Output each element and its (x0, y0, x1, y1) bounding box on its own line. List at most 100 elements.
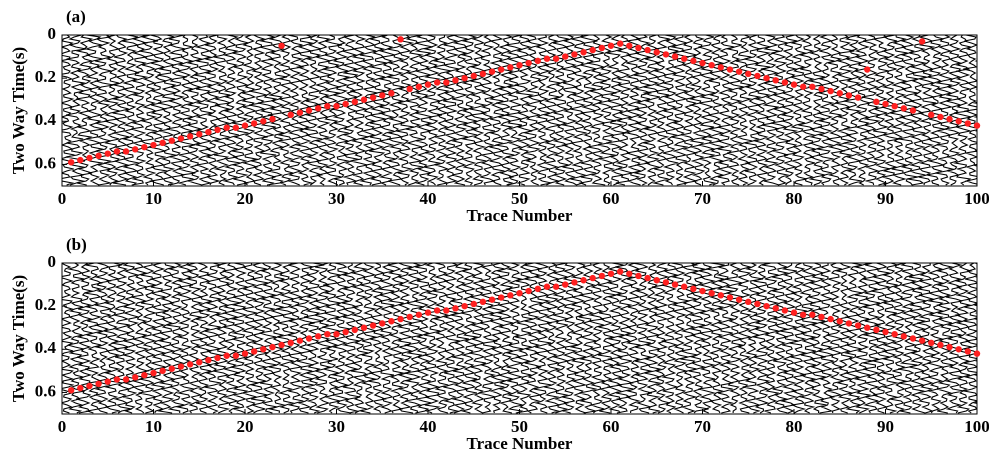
wiggle-trace (835, 35, 855, 186)
wiggle-trace (835, 263, 854, 414)
wiggle-trace (854, 35, 871, 186)
pick-point (571, 279, 578, 286)
pick-point (891, 330, 898, 338)
x-tick-label: 10 (145, 189, 162, 208)
pick-point (854, 94, 862, 101)
pick-point (818, 85, 825, 93)
pick-point (662, 279, 670, 286)
wiggle-trace (478, 263, 498, 414)
pick-point (159, 367, 166, 375)
pick-point (333, 330, 340, 338)
wiggle-trace (972, 46, 977, 180)
wiggle-trace (597, 35, 617, 186)
pick-point (186, 361, 194, 368)
y-axis-label: Two Way Time(s) (9, 275, 28, 402)
wiggle-trace (67, 263, 85, 414)
pick-point (498, 66, 505, 73)
pick-point (964, 348, 972, 355)
wiggle-trace (313, 35, 332, 186)
wiggle-trace (753, 35, 772, 186)
pick-point (77, 384, 84, 392)
pick-point (150, 141, 157, 149)
wiggle-trace (735, 35, 753, 186)
wiggle-trace (633, 35, 653, 186)
pick-point (845, 320, 853, 327)
wiggle-trace (121, 35, 140, 186)
wiggle-trace (350, 35, 369, 186)
wiggle-trace (542, 35, 561, 186)
pick-point (296, 109, 304, 116)
x-tick-label: 70 (694, 189, 711, 208)
wiggle-trace (84, 35, 104, 186)
pick-point (205, 356, 212, 364)
wiggle-trace (643, 263, 662, 414)
wiggle-trace (807, 35, 826, 186)
pick-point (132, 146, 139, 153)
wiggle-trace (185, 35, 204, 186)
pick-point (790, 81, 798, 88)
wiggle-trace (186, 263, 204, 414)
pick-point (763, 302, 770, 310)
pick-point (543, 55, 551, 62)
wiggle-trace (625, 35, 642, 186)
pick-point (141, 371, 148, 379)
pick-point (177, 135, 185, 142)
pick-point (305, 335, 313, 342)
wiggle-trace (350, 263, 369, 414)
pick-point (388, 318, 395, 325)
pick-point (113, 148, 121, 155)
pick-point (479, 298, 487, 306)
wiggle-trace (195, 263, 213, 414)
pick-point (168, 365, 175, 372)
pick-point (507, 292, 514, 299)
x-tick-label: 30 (328, 417, 345, 436)
pick-point (488, 296, 496, 303)
wiggle-trace (632, 263, 653, 414)
pick-point (552, 283, 560, 290)
wiggle-trace (844, 263, 863, 414)
wiggle-trace (222, 35, 241, 186)
pick-point (653, 49, 660, 56)
pick-point (653, 277, 660, 284)
wiggle-trace (495, 35, 515, 186)
pick-point (964, 120, 972, 127)
wiggle-trace (698, 263, 717, 414)
wiggle-trace (138, 263, 158, 414)
wiggle-trace (761, 263, 780, 414)
pick-point (745, 298, 752, 306)
pick-point (763, 74, 770, 82)
pick-point (269, 115, 276, 123)
wiggle-trace (779, 263, 799, 414)
pick-point (287, 339, 294, 347)
y-tick-label: 0.4 (35, 338, 57, 357)
wiggle-trace (139, 35, 159, 186)
pick-point (946, 343, 953, 351)
wiggle-trace (751, 263, 771, 414)
pick-point (799, 83, 807, 90)
wiggle-trace (578, 263, 598, 414)
pick-point (562, 281, 569, 288)
pick-point (754, 300, 761, 308)
wiggle-trace (322, 263, 341, 414)
pick-point (360, 324, 368, 331)
wiggle-trace (75, 35, 94, 186)
pick-point (342, 328, 349, 336)
pick-point (232, 124, 240, 131)
pick-point (937, 341, 944, 349)
pick-point (470, 300, 477, 308)
pick-point (433, 307, 441, 314)
wiggle-trace (760, 35, 780, 186)
pick-point (223, 352, 230, 359)
x-tick-label: 80 (786, 417, 803, 436)
pick-point (607, 270, 615, 277)
seismic-wiggles (62, 263, 977, 414)
pick-point (141, 143, 148, 151)
wiggle-trace (276, 263, 296, 414)
pick-point (571, 51, 578, 58)
pick-point (745, 70, 752, 78)
pick-point (379, 320, 386, 327)
pick-point (735, 68, 743, 75)
x-tick-label: 90 (877, 417, 894, 436)
wiggle-trace (62, 35, 75, 186)
wiggle-trace (625, 263, 641, 414)
